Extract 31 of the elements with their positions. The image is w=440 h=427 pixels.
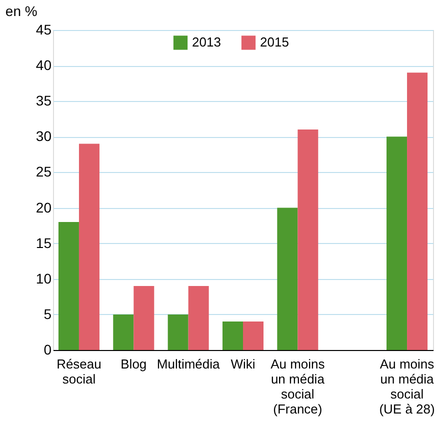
y-tick-label: 40: [36, 57, 52, 74]
y-tick-label: 30: [36, 128, 52, 144]
y-tick-label: 20: [36, 199, 52, 216]
x-tick-label: Blog: [120, 356, 147, 372]
y-tick-label: 45: [36, 22, 52, 38]
bar: [58, 222, 79, 350]
legend-label: 2015: [260, 34, 289, 50]
x-tick-label: Wiki: [230, 356, 256, 372]
bar: [78, 144, 100, 350]
x-tick-label: Au moins un média social (UE à 28): [379, 356, 435, 416]
bar: [168, 314, 188, 350]
x-tick-label: Multimédia: [156, 356, 221, 372]
y-tick-label: 15: [36, 234, 52, 251]
legend-label: 2013: [192, 34, 221, 50]
y-tick-label: 10: [36, 270, 52, 286]
y-tick-label: 5: [44, 306, 52, 322]
y-tick-label: 35: [36, 92, 52, 109]
bar: [243, 322, 264, 350]
bar: [113, 314, 134, 350]
x-tick-label: Réseau social: [56, 356, 102, 386]
y-axis-title: en %: [5, 3, 38, 19]
bar: [298, 130, 318, 350]
bar: [277, 208, 298, 350]
bar: [407, 72, 428, 350]
x-tick-label: Au moins un média social (France): [270, 356, 326, 416]
y-tick-label: 0: [44, 342, 52, 358]
bar: [188, 286, 209, 350]
bar: [134, 286, 154, 350]
bar: [386, 136, 408, 350]
bar: [222, 322, 243, 350]
y-tick-label: 25: [36, 164, 52, 180]
